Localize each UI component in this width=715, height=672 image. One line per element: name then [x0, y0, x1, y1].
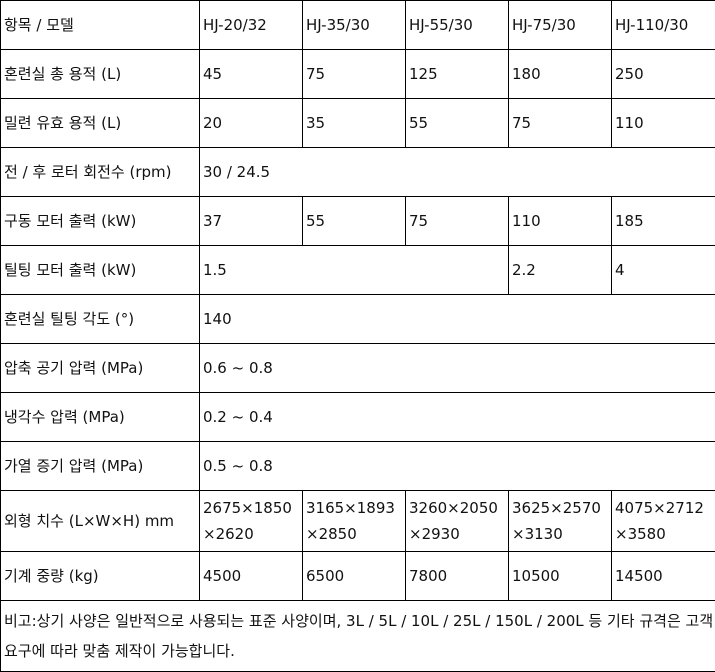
spec-label: 냉각수 압력 (MPa)	[1, 393, 200, 442]
spec-row: 전 / 후 로터 회전수 (rpm)30 / 24.5	[1, 148, 715, 197]
spec-value: 3165×1893×2850	[303, 491, 406, 552]
spec-value: 7800	[406, 552, 509, 601]
spec-value: 75	[303, 50, 406, 99]
spec-row: 냉각수 압력 (MPa)0.2 ~ 0.4	[1, 393, 715, 442]
spec-value: 125	[406, 50, 509, 99]
spec-value: 30 / 24.5	[200, 148, 715, 197]
cell-line: ×2850	[306, 521, 405, 547]
spec-value: 180	[509, 50, 612, 99]
spec-value: 110	[509, 197, 612, 246]
spec-value: 0.6 ~ 0.8	[200, 344, 715, 393]
spec-label: 외형 치수 (L×W×H) mm	[1, 491, 200, 552]
spec-value: 110	[612, 99, 715, 148]
spec-value: 0.5 ~ 0.8	[200, 442, 715, 491]
spec-label: 압축 공기 압력 (MPa)	[1, 344, 200, 393]
spec-value: 2675×1850×2620	[200, 491, 303, 552]
model-header: HJ-55/30	[406, 1, 509, 50]
cell-line: ×2620	[203, 521, 302, 547]
cell-line: 3165×1893	[306, 495, 405, 521]
spec-value: 20	[200, 99, 303, 148]
spec-value: 250	[612, 50, 715, 99]
spec-value: 55	[406, 99, 509, 148]
spec-label: 혼련실 총 용적 (L)	[1, 50, 200, 99]
spec-row: 압축 공기 압력 (MPa)0.6 ~ 0.8	[1, 344, 715, 393]
spec-value: 4	[612, 246, 715, 295]
spec-label: 가열 증기 압력 (MPa)	[1, 442, 200, 491]
cell-line: 4075×2712	[615, 495, 715, 521]
spec-value: 35	[303, 99, 406, 148]
spec-value: 2.2	[509, 246, 612, 295]
spec-value: 185	[612, 197, 715, 246]
spec-value: 10500	[509, 552, 612, 601]
spec-value: 140	[200, 295, 715, 344]
spec-value: 37	[200, 197, 303, 246]
spec-label: 밀련 유효 용적 (L)	[1, 99, 200, 148]
spec-value: 3260×2050×2930	[406, 491, 509, 552]
spec-value: 4500	[200, 552, 303, 601]
model-header: HJ-75/30	[509, 1, 612, 50]
note-row: 비고:상기 사양은 일반적으로 사용되는 표준 사양이며, 3L / 5L / …	[1, 601, 715, 672]
spec-label: 틸팅 모터 출력 (kW)	[1, 246, 200, 295]
spec-value: 75	[406, 197, 509, 246]
spec-label: 기계 중량 (kg)	[1, 552, 200, 601]
item-header: 항목 / 모델	[1, 1, 200, 50]
spec-value: 4075×2712×3580	[612, 491, 715, 552]
spec-row: 혼련실 틸팅 각도 (°)140	[1, 295, 715, 344]
spec-row: 가열 증기 압력 (MPa)0.5 ~ 0.8	[1, 442, 715, 491]
spec-value: 1.5	[200, 246, 509, 295]
model-header: HJ-110/30	[612, 1, 715, 50]
cell-line: 2675×1850	[203, 495, 302, 521]
cell-line: ×3580	[615, 521, 715, 547]
cell-line: 3625×2570	[512, 495, 611, 521]
cell-line: ×3130	[512, 521, 611, 547]
model-header: HJ-35/30	[303, 1, 406, 50]
spec-label: 구동 모터 출력 (kW)	[1, 197, 200, 246]
spec-label: 전 / 후 로터 회전수 (rpm)	[1, 148, 200, 197]
spec-value: 6500	[303, 552, 406, 601]
spec-value: 55	[303, 197, 406, 246]
note: 비고:상기 사양은 일반적으로 사용되는 표준 사양이며, 3L / 5L / …	[1, 601, 715, 672]
spec-value: 0.2 ~ 0.4	[200, 393, 715, 442]
spec-value: 45	[200, 50, 303, 99]
spec-value: 3625×2570×3130	[509, 491, 612, 552]
cell-line: 3260×2050	[409, 495, 508, 521]
spec-value: 75	[509, 99, 612, 148]
model-header: HJ-20/32	[200, 1, 303, 50]
spec-label: 혼련실 틸팅 각도 (°)	[1, 295, 200, 344]
spec-value: 14500	[612, 552, 715, 601]
cell-line: ×2930	[409, 521, 508, 547]
